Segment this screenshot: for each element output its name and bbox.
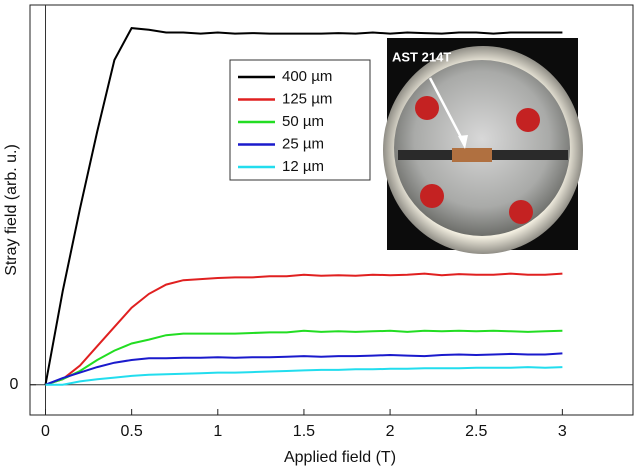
- x-tick-label: 2.5: [465, 423, 487, 440]
- x-tick-label: 3: [558, 423, 567, 440]
- series-line: [45, 329, 563, 386]
- x-tick-label: 1.5: [293, 423, 315, 440]
- series-line: [45, 366, 563, 386]
- inset-label: AST 214T: [392, 49, 451, 64]
- plot-frame: [29, 4, 634, 416]
- x-tick-label: 0.5: [121, 423, 143, 440]
- x-tick-label: 2: [386, 423, 395, 440]
- legend-label: 50 µm: [282, 113, 324, 130]
- x-axis-label: Applied field (T): [284, 449, 396, 466]
- y-tick-label: 0: [10, 376, 19, 393]
- legend-label: 25 µm: [282, 135, 324, 152]
- inset-photo: AST 214T: [383, 38, 583, 254]
- legend-label: 125 µm: [282, 90, 332, 107]
- legend-label: 400 µm: [282, 68, 332, 85]
- legend: [229, 59, 371, 181]
- x-tick-label: 0: [41, 423, 50, 440]
- series-line: [45, 272, 563, 386]
- legend-label: 12 µm: [282, 158, 324, 175]
- x-tick-label: 1: [213, 423, 222, 440]
- series-line: [44, 27, 563, 385]
- y-axis-label: Stray field (arb. u.): [3, 144, 20, 276]
- series-line: [45, 352, 563, 386]
